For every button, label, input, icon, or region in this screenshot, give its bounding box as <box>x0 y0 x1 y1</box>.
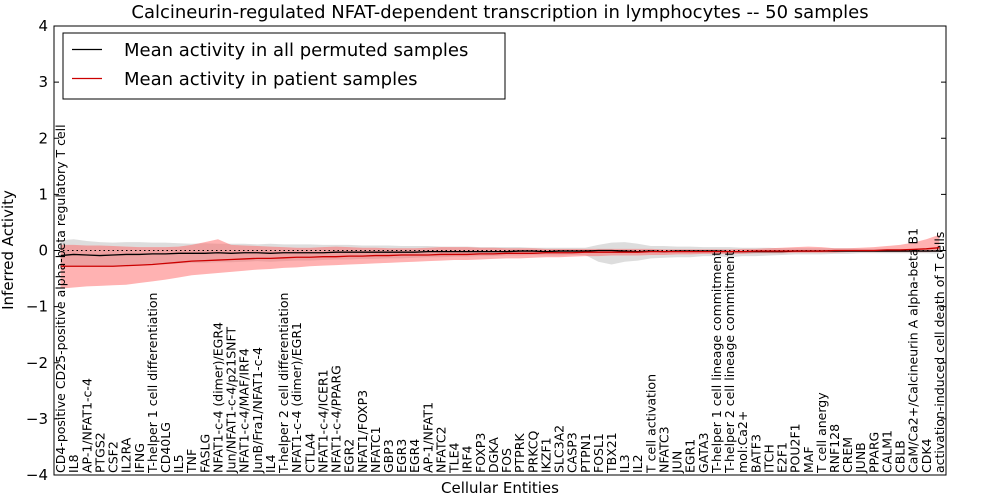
category-label: POU2F1 <box>788 423 803 473</box>
category-label: CD40LG <box>158 422 173 473</box>
category-label: CASP3 <box>565 432 580 473</box>
category-label: T-helper 2 cell lineage commitment <box>722 251 737 474</box>
category-label: EGR4 <box>407 439 422 473</box>
y-tick-label: 2 <box>38 129 48 147</box>
y-tick-label: 4 <box>38 17 48 35</box>
legend-label-patient: Mean activity in patient samples <box>124 69 418 90</box>
category-label: PPARG <box>866 432 881 473</box>
category-label: T-helper 1 cell differentiation <box>145 293 160 474</box>
category-label: CSF2 <box>106 441 121 473</box>
y-tick-label: 1 <box>38 185 48 203</box>
category-label: PRKCQ <box>525 431 540 473</box>
category-label: JUNB <box>853 442 868 474</box>
category-label: NFATC1 <box>368 426 383 473</box>
category-label: TLE4 <box>447 443 462 474</box>
y-tick-label: 3 <box>38 73 48 91</box>
category-label: ITCH <box>761 444 776 473</box>
category-label: EGR1 <box>683 439 698 473</box>
category-label: T cell anergy <box>814 392 829 474</box>
category-label: CDK4 <box>919 438 934 473</box>
category-label: CREM <box>840 437 855 473</box>
category-label: GATA3 <box>696 433 711 473</box>
category-label: NFAT1/FOXP3 <box>355 390 370 473</box>
category-label: IL4 <box>263 454 278 473</box>
category-label: PTPRK <box>512 433 527 473</box>
category-label: NFAT1-c-4/ICER1 <box>315 369 330 473</box>
category-label: FOS <box>499 448 514 473</box>
category-label: TBX21 <box>604 432 619 474</box>
category-label: JUN <box>670 451 685 474</box>
category-label: CaM/Ca2+/Calcineurin A alpha-beta B1 <box>906 228 921 473</box>
category-label: CD4-positive CD25-positive alpha-beta re… <box>53 124 68 473</box>
category-label: CTLA4 <box>302 433 317 473</box>
y-axis-ticks: −4 −3 −2 −1 0 1 2 3 4 <box>26 17 946 484</box>
category-label: PTPN1 <box>578 433 593 473</box>
category-label: T cell activation <box>643 374 658 474</box>
category-label: IFNG <box>132 443 147 473</box>
category-label: FOSL1 <box>591 433 606 473</box>
y-tick-label: 0 <box>38 242 48 260</box>
plot-area: CD4-positive CD25-positive alpha-beta re… <box>53 124 947 474</box>
category-label: NFAT1-c-4/PPARG <box>329 365 344 473</box>
category-label: IL5 <box>171 454 186 473</box>
category-label: AP-1/NFAT1-c-4 <box>79 378 94 473</box>
category-label: CALM1 <box>879 430 894 473</box>
category-label: FOXP3 <box>473 433 488 473</box>
y-tick-label: −4 <box>26 466 48 484</box>
category-label: Jun/NFAT1-c-4/p21SNFT <box>224 327 239 474</box>
category-label: MAF <box>801 446 816 473</box>
category-label: RNF128 <box>827 424 842 473</box>
category-label: EGR3 <box>394 439 409 473</box>
y-tick-label: −3 <box>26 410 48 428</box>
category-label: AP-1/NFAT1 <box>420 402 435 473</box>
category-label: NFATC2 <box>433 426 448 473</box>
category-label: CBLB <box>893 440 908 473</box>
category-label: NFAT1-c-4/MAF/IRF4 <box>237 348 252 473</box>
category-label: IL8 <box>66 454 81 473</box>
series-lines <box>60 247 940 267</box>
legend: Mean activity in all permuted samples Me… <box>62 32 506 100</box>
category-label: TNF <box>184 449 199 474</box>
chart-title: Calcineurin-regulated NFAT-dependent tra… <box>131 2 868 23</box>
category-labels: CD4-positive CD25-positive alpha-beta re… <box>53 124 947 474</box>
category-label: IL2RA <box>119 437 134 473</box>
category-label: NFAT1-c-4 (dimer)/EGR1 <box>289 322 304 473</box>
patient-band <box>60 234 940 289</box>
category-label: JunB/Fra1/NFAT1-c-4 <box>250 347 265 474</box>
category-label: SLC3A2 <box>552 425 567 473</box>
category-label: FASLG <box>197 434 212 473</box>
category-label: NFATC3 <box>656 426 671 473</box>
legend-label-permuted: Mean activity in all permuted samples <box>124 40 468 61</box>
category-label: BATF3 <box>748 434 763 473</box>
category-label: EGR2 <box>342 439 357 473</box>
category-label: NFAT1-c-4 (dimer)/EGR4 <box>210 322 225 473</box>
y-tick-label: −2 <box>26 354 48 372</box>
category-label: E2F1 <box>775 442 790 473</box>
category-label: PTGS2 <box>92 432 107 473</box>
category-label: GBP3 <box>381 439 396 473</box>
category-label: T-helper 1 cell lineage commitment <box>709 251 724 474</box>
category-label: IKZF1 <box>538 437 553 473</box>
category-label: IL2 <box>630 454 645 473</box>
category-label: mol:Ca2+ <box>735 411 750 473</box>
x-axis-label: Cellular Entities <box>441 479 559 497</box>
category-label: IRF4 <box>460 445 475 473</box>
patient-mean-line <box>60 247 940 267</box>
category-label: activation-induced cell death of T cells <box>932 232 947 473</box>
category-label: DGKA <box>486 437 501 473</box>
category-label: IL3 <box>617 454 632 473</box>
category-label: T-helper 2 cell differentiation <box>276 293 291 474</box>
y-tick-label: −1 <box>26 298 48 316</box>
y-axis-label: Inferred Activity <box>0 190 17 310</box>
